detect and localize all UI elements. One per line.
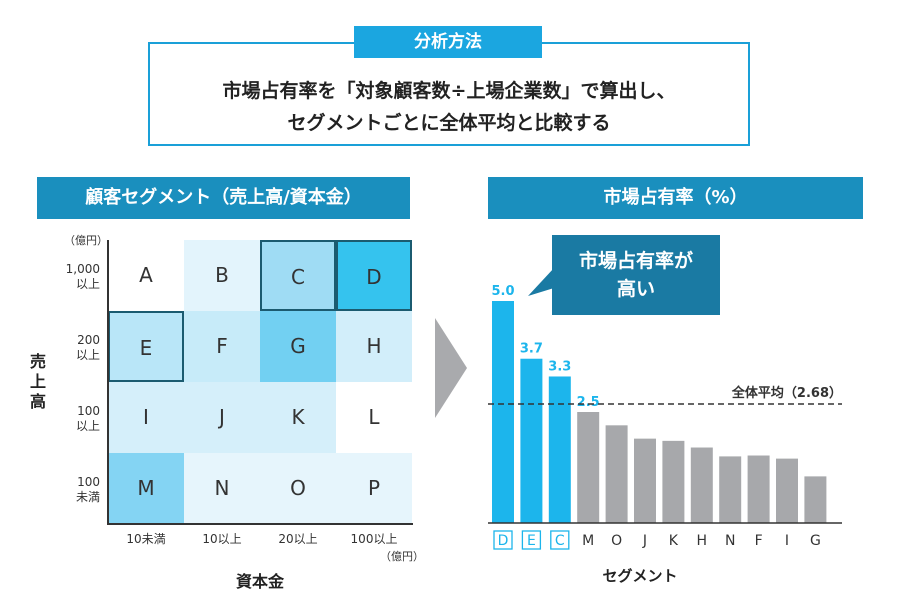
tick-label-n: N (725, 533, 735, 549)
callout-line2: 高い (616, 278, 655, 300)
segment-cell-c: C (260, 240, 336, 311)
segment-cell-k: K (260, 382, 336, 453)
y-tick-1-line1: 200 (77, 333, 100, 347)
y-tick-1-line2: 以上 (75, 348, 100, 362)
segment-cell-a: A (108, 240, 184, 311)
segment-cell-m: M (108, 453, 184, 524)
x-unit-label: （億円） (380, 550, 424, 563)
segment-cell-j: J (184, 382, 260, 453)
share-header: 市場占有率（%） (488, 177, 863, 219)
average-label: 全体平均（2.68） (731, 385, 842, 401)
bar-j (634, 438, 656, 523)
value-label-m: 2.5 (577, 395, 600, 410)
bar-x-axis-title: セグメント (602, 567, 678, 585)
x-tick-1: 10以上 (202, 532, 242, 546)
tick-label-h: H (697, 533, 708, 549)
tick-label-j: J (642, 533, 647, 549)
y-tick-3-line1: 100 (77, 475, 100, 489)
y-unit-label: （億円） (64, 234, 108, 247)
bar-m (577, 412, 600, 523)
segment-cell-p: P (336, 453, 412, 524)
segment-header: 顧客セグメント（売上高/資本金） (37, 177, 410, 219)
tick-box-e (521, 530, 542, 550)
bar-i (776, 458, 798, 523)
tick-box-c (550, 530, 570, 550)
tick-label-i: I (785, 533, 789, 549)
share-bar-chart: 5.0 D 3.7 E 3.3 C 2.5 M O J K H N F I G 全体平均（2.68） (488, 284, 842, 550)
tick-box-d (493, 530, 513, 550)
tick-label-d: D (498, 533, 509, 549)
value-label-d: 5.0 (491, 284, 514, 299)
arrow-right-icon (435, 318, 467, 418)
x-tick-3: 100以上 (350, 532, 398, 546)
y-tick-2-line2: 以上 (75, 419, 100, 433)
segment-cell-g: G (260, 311, 336, 382)
tick-label-f: F (755, 533, 763, 549)
matrix-y-axis (107, 240, 109, 525)
bar-o (605, 425, 628, 523)
x-tick-2: 20以上 (278, 532, 318, 546)
value-label-e: 3.7 (520, 342, 543, 357)
y-tick-1: 200 以上 (40, 333, 100, 363)
segment-cell-e: E (108, 311, 184, 382)
tick-label-g: G (810, 533, 821, 549)
bar-c (548, 376, 571, 523)
bar-d (492, 301, 514, 523)
y-tick-2: 100 以上 (40, 404, 100, 434)
tick-label-c: C (555, 533, 565, 549)
bar-e (520, 358, 543, 523)
segment-cell-i: I (108, 382, 184, 453)
matrix-x-axis (107, 523, 413, 525)
y-tick-0: 1,000 以上 (40, 262, 100, 292)
bar-h (690, 447, 713, 523)
segment-cell-o: O (260, 453, 336, 524)
bar-f (747, 455, 770, 523)
segment-cell-n: N (184, 453, 260, 524)
callout-line1: 市場占有率が (578, 250, 693, 272)
x-tick-0: 10未満 (126, 532, 166, 546)
y-tick-0-line2: 以上 (75, 277, 100, 291)
method-tag: 分析方法 (354, 26, 542, 58)
bar-g (804, 476, 827, 523)
tick-label-o: O (611, 533, 622, 549)
segment-cell-d: D (336, 240, 412, 311)
segment-cell-l: L (336, 382, 412, 453)
segment-cell-f: F (184, 311, 260, 382)
y-tick-3: 100 未満 (40, 475, 100, 505)
segment-cell-b: B (184, 240, 260, 311)
method-text-line1: 市場占有率を「対象顧客数÷上場企業数」で算出し、 (222, 80, 676, 102)
bar-k (662, 440, 685, 523)
tick-label-e: E (527, 533, 536, 549)
callout-pointer (528, 268, 554, 296)
bar-n (719, 456, 742, 523)
y-tick-2-line1: 100 (77, 404, 100, 418)
value-label-c: 3.3 (548, 359, 571, 374)
tick-label-k: K (669, 533, 679, 549)
method-text-line2: セグメントごとに全体平均と比較する (287, 112, 611, 134)
tick-label-m: M (582, 533, 594, 549)
y-tick-3-line2: 未満 (75, 490, 100, 504)
segment-cell-h: H (336, 311, 412, 382)
y-axis-title: 売上高 (29, 352, 46, 411)
y-tick-0-line1: 1,000 (65, 262, 100, 276)
high-share-callout: 市場占有率が 高い (552, 235, 720, 315)
x-axis-title: 資本金 (235, 572, 284, 591)
